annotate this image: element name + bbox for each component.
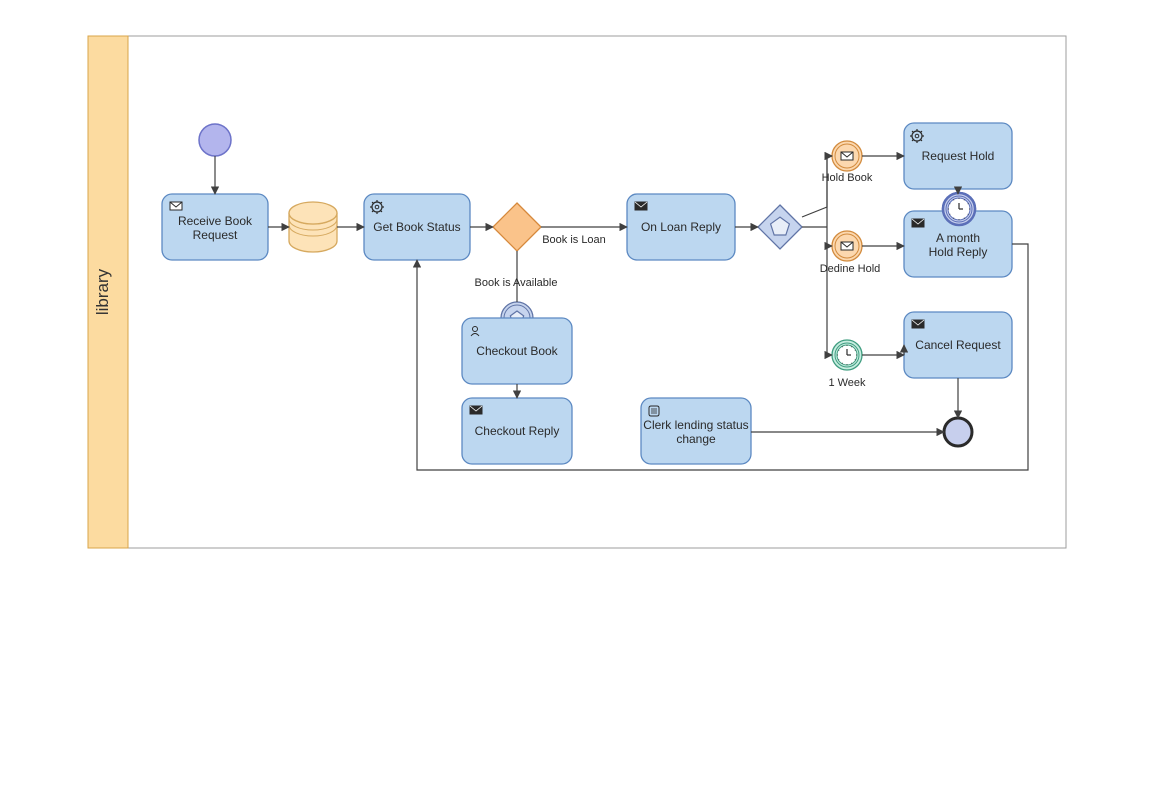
edge-label: Book is Loan: [542, 234, 606, 246]
svg-text:Get Book Status: Get Book Status: [373, 220, 460, 234]
gateway[interactable]: [493, 203, 541, 251]
svg-text:Hold Reply: Hold Reply: [929, 245, 988, 259]
lane-label: library: [93, 268, 112, 315]
svg-text:On Loan Reply: On Loan Reply: [641, 220, 721, 234]
svg-text:Checkout Book: Checkout Book: [476, 344, 558, 358]
svg-text:Cancel Request: Cancel Request: [915, 338, 1001, 352]
svg-text:Request Hold: Request Hold: [922, 149, 995, 163]
svg-text:change: change: [676, 432, 716, 446]
start-event[interactable]: [199, 124, 231, 156]
svg-text:Receive Book: Receive Book: [178, 214, 253, 228]
edge-label: Hold Book: [822, 172, 873, 184]
end-event[interactable]: [944, 418, 972, 446]
edge-label: Dedine Hold: [820, 263, 881, 275]
svg-text:Request: Request: [193, 228, 238, 242]
svg-text:Clerk lending status: Clerk lending status: [643, 418, 748, 432]
edge-label: 1 Week: [828, 377, 866, 389]
pool: [88, 36, 1066, 548]
edge-label: Book is Available: [475, 277, 558, 289]
svg-text:Checkout Reply: Checkout Reply: [475, 424, 560, 438]
svg-text:A month: A month: [936, 231, 980, 245]
